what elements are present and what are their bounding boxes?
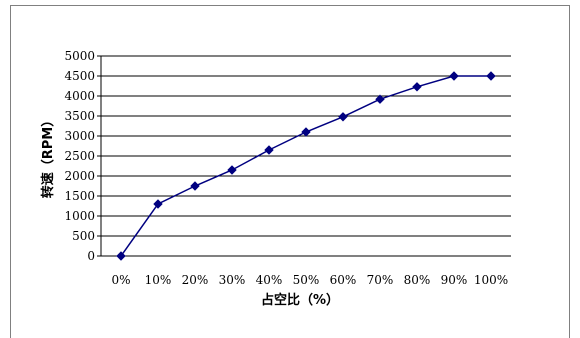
data-point [264, 145, 274, 155]
y-tick-label: 3000 [64, 129, 95, 143]
x-tick-label: 70% [367, 273, 394, 287]
data-point [375, 94, 385, 104]
y-tick-label: 500 [72, 229, 95, 243]
series-line [120, 75, 491, 257]
y-tick-labels: 0 500 1000 1500 2000 2500 3000 3500 4000 4500 5000 [64, 49, 95, 263]
y-tick-label: 1500 [64, 189, 95, 203]
x-tick-label: 100% [474, 273, 508, 287]
data-point [116, 251, 126, 261]
x-tick-label: 80% [404, 273, 431, 287]
axes [100, 56, 511, 257]
x-axis-label: 占空比（%） [261, 292, 339, 308]
gridlines [97, 55, 511, 257]
y-tick-label: 4500 [64, 69, 95, 83]
data-point [301, 127, 311, 137]
y-axis-label: 转速（RPM） [40, 114, 56, 198]
data-point [412, 82, 422, 92]
y-tick-label: 2500 [64, 149, 95, 163]
data-point [486, 71, 496, 81]
data-point [153, 199, 163, 209]
x-tick-label: 60% [330, 273, 357, 287]
y-tick-label: 3500 [64, 109, 95, 123]
y-tick-label: 4000 [64, 89, 95, 103]
chart-frame [10, 5, 570, 338]
x-tick-label: 40% [256, 273, 283, 287]
x-tick-label: 50% [293, 273, 320, 287]
x-tick-label: 10% [145, 273, 172, 287]
y-tick-label: 1000 [64, 209, 95, 223]
x-tick-label: 0% [111, 273, 130, 287]
x-tick-label: 30% [219, 273, 246, 287]
data-point [338, 112, 348, 122]
y-tick-label: 5000 [64, 49, 95, 63]
y-tick-label: 2000 [64, 169, 95, 183]
data-point [190, 181, 200, 191]
y-tick-label: 0 [87, 249, 95, 263]
x-tick-label: 90% [441, 273, 468, 287]
x-tick-label: 20% [182, 273, 209, 287]
x-tick-labels: 0% 10% 20% 30% 40% 50% 60% 70% 80% 90% 100% [111, 273, 508, 287]
data-point [449, 71, 459, 81]
data-series [116, 71, 496, 261]
data-point [227, 165, 237, 175]
